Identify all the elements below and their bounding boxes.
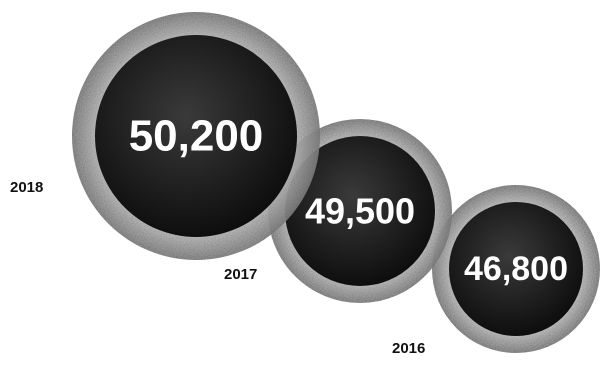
year-label-2018: 2018 xyxy=(10,179,43,196)
year-label-2017: 2017 xyxy=(224,266,257,283)
year-label-2016: 2016 xyxy=(392,340,425,357)
bubble-disc-2017 xyxy=(285,136,435,286)
value-label-2018: 50,200 xyxy=(129,112,264,161)
value-label-2017: 49,500 xyxy=(305,191,415,232)
bubble-2018: 50,200 xyxy=(72,12,320,260)
bubble-2016: 46,800 xyxy=(432,185,600,353)
bubble-disc-2016 xyxy=(449,202,583,336)
year-label-group: 2018 2017 2016 xyxy=(10,179,425,357)
bubble-disc-2018 xyxy=(95,35,297,237)
bubble-group: 46,800 49,500 50,200 xyxy=(72,12,600,353)
value-label-2016: 46,800 xyxy=(464,250,568,288)
